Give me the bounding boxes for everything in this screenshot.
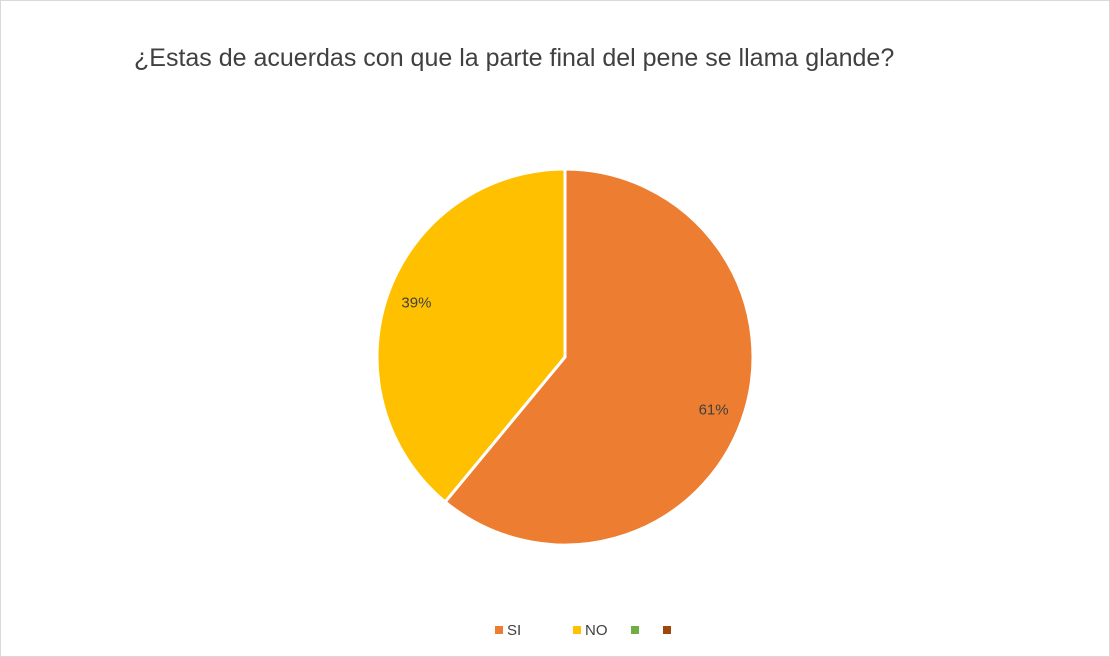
legend-label: NO <box>585 622 608 639</box>
data-label: 61% <box>699 401 729 418</box>
pie-slice <box>375 167 567 504</box>
legend-swatch <box>663 626 671 634</box>
legend-swatch <box>631 626 639 634</box>
legend-swatch <box>573 626 581 634</box>
data-label: 39% <box>401 294 431 311</box>
legend-label: SI <box>507 622 521 639</box>
chart-title: ¿Estas de acuerdas con que la parte fina… <box>134 44 895 72</box>
legend-swatch <box>495 626 503 634</box>
pie-slice <box>443 167 755 547</box>
